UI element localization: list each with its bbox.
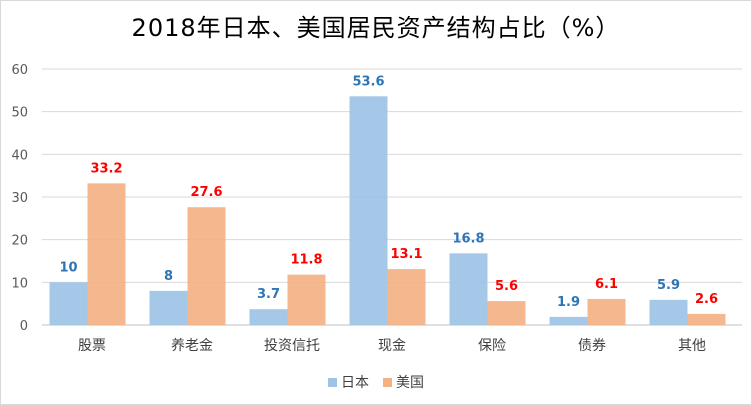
x-tick-label: 现金	[378, 338, 406, 354]
y-tick-label: 10	[11, 276, 28, 291]
bar-japan	[549, 316, 588, 325]
legend-swatch-japan	[328, 377, 337, 387]
data-label: 11.8	[290, 253, 322, 268]
legend-item-usa: 美国	[383, 372, 424, 392]
bar-japan	[149, 290, 188, 325]
legend-swatch-usa	[383, 377, 392, 387]
bar-usa	[287, 274, 326, 325]
data-label: 53.6	[352, 74, 384, 89]
data-label: 8	[164, 269, 173, 284]
x-tick-label: 债券	[578, 338, 606, 354]
x-tick-label: 投资信托	[264, 338, 320, 354]
data-label: 3.7	[257, 287, 280, 302]
y-tick-label: 60	[11, 63, 28, 78]
data-label: 6.1	[595, 277, 618, 292]
data-label: 5.6	[495, 279, 518, 294]
bar-usa	[687, 313, 726, 325]
bar-japan	[449, 253, 488, 325]
data-label: 13.1	[390, 247, 422, 262]
legend: 日本 美国	[0, 372, 752, 392]
bar-japan	[349, 96, 388, 325]
y-tick-label: 40	[11, 148, 28, 163]
data-label: 33.2	[90, 161, 122, 176]
bar-usa	[487, 301, 526, 325]
x-tick-label: 保险	[478, 338, 506, 354]
x-tick-label: 养老金	[171, 338, 213, 354]
y-tick-label: 50	[11, 106, 28, 121]
data-label: 1.9	[557, 295, 580, 310]
data-label: 2.6	[695, 292, 718, 307]
y-tick-label: 0	[20, 319, 28, 334]
x-tick-label: 股票	[78, 338, 106, 354]
legend-label-japan: 日本	[341, 375, 369, 391]
x-tick-label: 其他	[678, 338, 706, 354]
legend-item-japan: 日本	[328, 372, 369, 392]
bar-usa	[587, 298, 626, 325]
data-label: 5.9	[657, 278, 680, 293]
data-label: 10	[59, 260, 77, 275]
bar-usa	[87, 183, 126, 325]
y-tick-label: 20	[11, 234, 28, 249]
bar-usa	[187, 207, 226, 325]
bar-japan	[249, 309, 288, 325]
bar-japan	[649, 299, 688, 325]
bar-usa	[387, 269, 426, 325]
y-tick-label: 30	[11, 191, 28, 206]
data-label: 27.6	[190, 185, 222, 200]
chart-title: 2018年日本、美国居民资产结构占比（%）	[131, 14, 621, 42]
legend-label-usa: 美国	[396, 375, 424, 391]
bar-japan	[49, 282, 88, 325]
data-label: 16.8	[452, 231, 484, 246]
